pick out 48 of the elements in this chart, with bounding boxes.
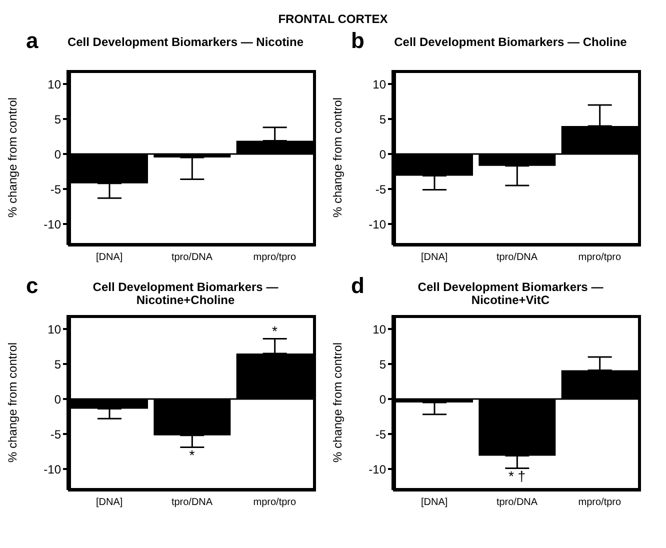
y-tick-label: -5 — [375, 182, 386, 196]
y-tick-label: 0 — [54, 392, 62, 406]
chart-title: Cell Development Biomarkers — Choline — [394, 35, 627, 49]
x-tick-label: [DNA] — [96, 497, 123, 508]
x-tick-label: mpro/tpro — [578, 252, 622, 264]
y-tick-label: 5 — [379, 112, 386, 126]
chart-title: Cell Development Biomarkers — Nicotine+VitC — [416, 280, 604, 307]
y-tick-label: 10 — [48, 322, 62, 336]
annotation: * — [189, 447, 196, 464]
annotation: * † — [508, 468, 526, 484]
y-axis-title: % change from control — [5, 342, 20, 462]
y-tick-label: -5 — [375, 427, 386, 442]
y-tick-label: 10 — [48, 77, 62, 92]
text: b — [351, 28, 364, 53]
x-tick-label: tpro/DNA — [171, 497, 213, 508]
text: d — [351, 273, 364, 298]
y-axis-title: % change from control — [5, 97, 20, 218]
y-tick-label: -5 — [50, 182, 62, 196]
y-tick-label: -10 — [44, 462, 62, 476]
annotation: * — [272, 322, 278, 339]
x-tick-label: [DNA] — [420, 497, 448, 508]
y-tick-label: -10 — [44, 217, 62, 232]
y-tick-label: 10 — [372, 77, 386, 92]
y-tick-label: 5 — [379, 357, 386, 372]
y-tick-label: -5 — [50, 427, 62, 442]
x-tick-label: mpro/tpro — [253, 497, 296, 508]
y-tick-label: 0 — [379, 392, 386, 406]
y-tick-label: -10 — [368, 462, 386, 476]
x-tick-label: mpro/tpro — [578, 497, 622, 508]
y-axis-title: % change from control — [330, 97, 344, 218]
text: c — [26, 273, 38, 298]
x-tick-label: mpro/tpro — [253, 252, 296, 264]
x-tick-label: tpro/DNA — [171, 252, 213, 264]
y-tick-label: 0 — [379, 147, 386, 162]
y-axis-title: % change from control — [330, 342, 344, 462]
chart-title: Cell Development Biomarkers — Nicotine+Choline — [92, 280, 280, 307]
x-tick-label: [DNA] — [420, 252, 448, 264]
x-tick-label: tpro/DNA — [496, 252, 538, 264]
y-tick-label: 5 — [54, 112, 62, 126]
y-tick-label: 5 — [54, 357, 62, 372]
x-tick-label: tpro/DNA — [496, 497, 538, 508]
text: a — [26, 28, 38, 53]
y-tick-label: 0 — [54, 147, 62, 162]
chart-title: Cell Development Biomarkers — Nicotine — [67, 35, 304, 49]
y-tick-label: 10 — [372, 322, 386, 336]
x-tick-label: [DNA] — [96, 252, 123, 264]
text: FRONTAL CORTEX — [278, 12, 388, 26]
y-tick-label: -10 — [368, 217, 386, 232]
